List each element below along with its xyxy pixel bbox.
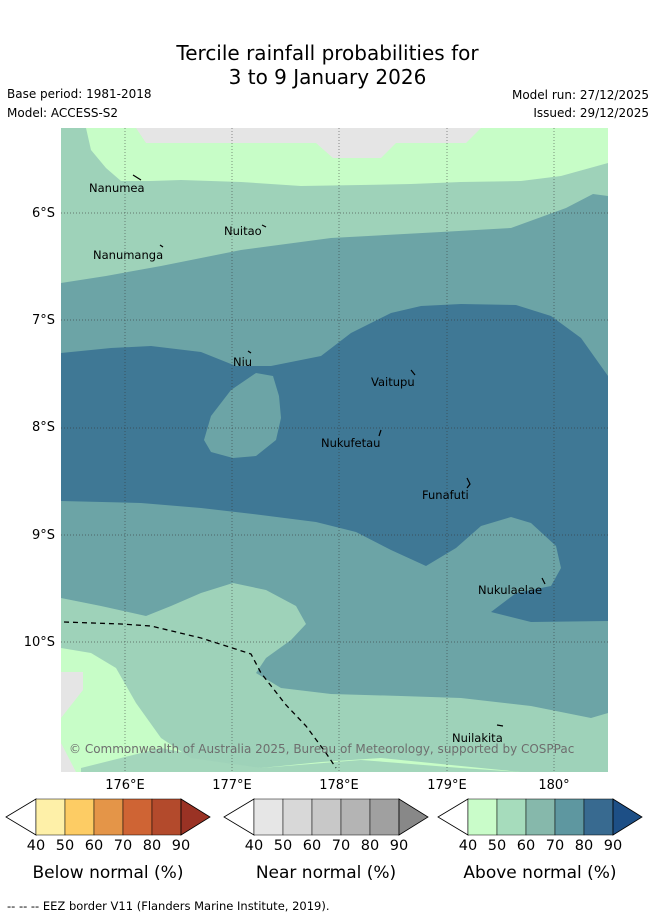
island-funafuti <box>466 477 471 489</box>
map-zone-above-50-strip <box>81 748 521 772</box>
colorbar-segment <box>467 798 498 836</box>
colorbar-segment <box>583 798 614 836</box>
colorbar-segment <box>340 798 371 836</box>
map-zone-above-40-south <box>61 648 521 772</box>
cb-near-tick-80: 80 <box>360 838 380 854</box>
island-vaitupu <box>410 369 416 376</box>
rainfall-map <box>61 128 608 772</box>
colorbar-segment <box>64 798 95 836</box>
colorbar-segment <box>35 798 66 836</box>
place-label-nukufetau: Nukufetau <box>321 436 381 450</box>
colorbar-low-arrow <box>223 798 255 836</box>
place-label-niu: Niu <box>233 355 253 369</box>
map-zone-above-70 <box>61 304 608 622</box>
map-title-line1: Tercile rainfall probabilities for <box>176 41 479 65</box>
colorbar-segment <box>93 798 124 836</box>
colorbar-segment <box>311 798 342 836</box>
colorbar-above-normal <box>437 798 643 836</box>
model-name: Model: ACCESS-S2 <box>7 106 119 120</box>
lon-label-179e: 179°E <box>427 778 467 793</box>
island-marks <box>132 174 546 727</box>
place-label-nanumea: Nanumea <box>89 181 145 195</box>
eez-legend: -- -- -- EEZ border V11 (Flanders Marine… <box>7 899 330 913</box>
cb-above-tick-80: 80 <box>574 838 594 854</box>
colorbar-segment <box>525 798 556 836</box>
cb-near-tick-50: 50 <box>273 838 293 854</box>
colorbar-low-arrow <box>5 798 37 836</box>
lat-label-9s: 9°S <box>31 528 55 543</box>
colorbar-segment <box>122 798 153 836</box>
lat-label-10s: 10°S <box>23 635 55 650</box>
colorbar-high-arrow <box>612 798 643 836</box>
cb-above-tick-50: 50 <box>487 838 507 854</box>
map-zone-near-normal-north <box>136 128 481 158</box>
cb-above-title: Above normal (%) <box>463 863 617 883</box>
map-title-line2: 3 to 9 January 2026 <box>228 65 427 89</box>
place-label-nuitao: Nuitao <box>224 224 262 238</box>
cb-above-tick-90: 90 <box>603 838 623 854</box>
lon-label-177e: 177°E <box>212 778 252 793</box>
lat-label-8s: 8°S <box>31 420 55 435</box>
place-label-nukulaelae: Nukulaelae <box>478 583 543 597</box>
island-nuitao <box>261 224 267 228</box>
colorbar-below-normal <box>5 798 211 836</box>
model-run: Model run: 27/12/2025 <box>511 88 649 102</box>
eez-legend-line: -- -- -- <box>7 899 40 913</box>
cb-near-tick-70: 70 <box>331 838 351 854</box>
colorbar-segment <box>554 798 585 836</box>
lon-label-178e: 178°E <box>319 778 359 793</box>
lon-label-176e: 176°E <box>105 778 145 793</box>
eez-border <box>63 621 337 769</box>
lon-label-180: 180° <box>538 778 570 793</box>
cb-below-title: Below normal (%) <box>32 863 184 883</box>
cb-near-tick-40: 40 <box>244 838 264 854</box>
cb-below-tick-70: 70 <box>113 838 133 854</box>
lat-label-7s: 7°S <box>31 313 55 328</box>
cb-below-tick-90: 90 <box>171 838 191 854</box>
place-label-nanumanga: Nanumanga <box>93 248 164 262</box>
place-label-vaitupu: Vaitupu <box>371 375 415 389</box>
cb-near-tick-90: 90 <box>389 838 409 854</box>
island-nukulaelae <box>541 577 546 585</box>
colorbar-high-arrow <box>398 798 429 836</box>
colorbar-segment <box>369 798 400 836</box>
island-nuilakita <box>496 724 504 727</box>
cb-below-tick-60: 60 <box>84 838 104 854</box>
eez-legend-text: EEZ border V11 (Flanders Marine Institut… <box>42 899 330 913</box>
colorbar-segment <box>253 798 284 836</box>
colorbar-near-normal <box>223 798 429 836</box>
issued-date: Issued: 29/12/2025 <box>533 106 649 120</box>
cb-above-tick-40: 40 <box>458 838 478 854</box>
island-nanumanga <box>159 244 164 248</box>
colorbars <box>5 798 643 836</box>
island-niu <box>247 350 252 354</box>
island-nanumea <box>132 174 142 181</box>
colorbar-segment <box>496 798 527 836</box>
map-zone-niu-above-60 <box>204 373 281 458</box>
island-nukufetau <box>378 429 382 437</box>
colorbar-high-arrow <box>180 798 211 836</box>
map-gridlines <box>61 128 608 772</box>
cb-below-tick-80: 80 <box>142 838 162 854</box>
cb-below-tick-50: 50 <box>55 838 75 854</box>
place-label-nuilakita: Nuilakita <box>452 731 503 745</box>
cb-near-title: Near normal (%) <box>255 863 397 883</box>
map-zone-above-50-south <box>61 583 608 772</box>
map-zone-near-normal-south <box>61 672 83 772</box>
cb-near-tick-60: 60 <box>302 838 322 854</box>
base-period: Base period: 1981-2018 <box>7 87 152 101</box>
lat-label-6s: 6°S <box>31 206 55 221</box>
colorbar-segment <box>282 798 313 836</box>
cb-above-tick-60: 60 <box>516 838 536 854</box>
colorbar-segment <box>151 798 182 836</box>
place-label-funafuti: Funafuti <box>422 488 469 502</box>
cb-below-tick-40: 40 <box>26 838 46 854</box>
colorbar-low-arrow <box>437 798 469 836</box>
copyright-notice: © Commonwealth of Australia 2025, Bureau… <box>69 742 575 756</box>
cb-above-tick-70: 70 <box>545 838 565 854</box>
